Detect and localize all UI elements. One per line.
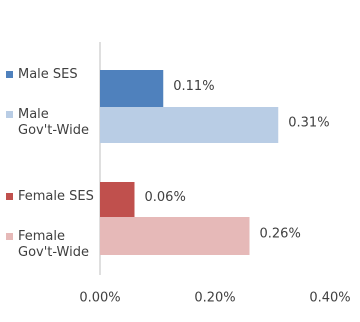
value-label: 0.31% [288, 116, 329, 131]
category-label: Male SES [6, 67, 78, 83]
legend-marker [6, 71, 13, 78]
x-tick-label: 0.00% [79, 291, 120, 306]
category-label: Female Gov't-Wide [6, 229, 89, 261]
legend-marker [6, 193, 13, 200]
x-tick-label: 0.20% [194, 291, 235, 306]
bar [100, 182, 135, 217]
category-label: Male Gov't-Wide [6, 107, 89, 139]
bar [100, 107, 279, 143]
value-label: 0.26% [260, 227, 301, 242]
value-label: 0.11% [173, 79, 214, 94]
category-label: Female SES [6, 189, 94, 205]
legend-marker [6, 111, 13, 118]
category-text: Female Gov't-Wide [18, 229, 89, 260]
x-tick-label: 0.40% [309, 291, 350, 306]
category-text: Female SES [18, 189, 94, 204]
legend-marker [6, 233, 13, 240]
bar [100, 70, 164, 107]
bar [100, 217, 250, 255]
category-text: Male SES [18, 67, 78, 82]
value-label: 0.06% [145, 190, 186, 205]
category-text: Male Gov't-Wide [18, 107, 89, 138]
